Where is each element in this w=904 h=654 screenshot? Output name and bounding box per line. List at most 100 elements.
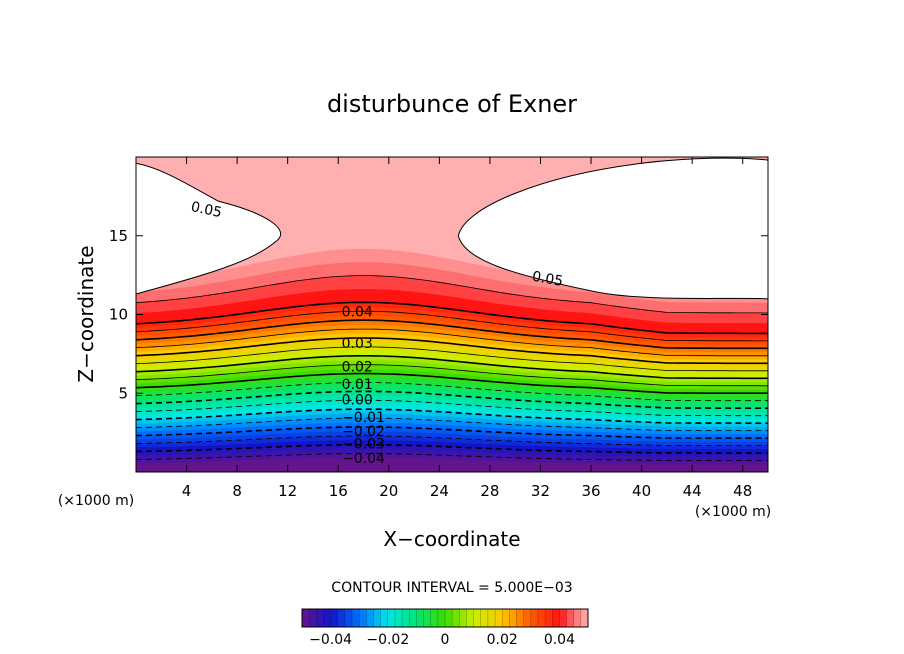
colorbar-cell [552,609,560,627]
colorbar [301,608,589,628]
contour-label: 0.04 [342,304,373,320]
contour-interval-note: CONTOUR INTERVAL = 5.000E−03 [331,580,572,596]
colorbar-cell [530,609,539,627]
x-tick-label: 12 [278,482,297,500]
colorbar-cell [430,609,439,627]
colorbar-cell [309,609,317,627]
contour-line [136,417,768,431]
colorbar-cell [559,609,567,627]
contour-region-left [136,162,282,295]
colorbar-cell [473,609,482,627]
colorbar-tick-label: 0.04 [544,632,575,648]
contour-line [136,453,768,461]
chart-title: disturbunce of Exner [327,90,577,118]
contour-line [136,364,768,387]
colorbar-cell [495,609,503,627]
contour-label: 0.02 [342,359,373,375]
contour-line [136,337,768,365]
x-unit-label-left: (×1000 m) [58,493,134,509]
colorbar-cell [416,609,424,627]
colorbar-cell [459,609,467,627]
colorbar-cell [423,609,431,627]
colorbar-frame [301,608,589,628]
contour-line [136,390,768,409]
y-tick-label: 15 [109,227,128,245]
colorbar-cell [316,609,324,627]
colorbar-cell [545,609,553,627]
x-tick-label: 8 [232,482,242,500]
x-tick-label: 20 [379,482,398,500]
colorbar-cell [380,609,389,627]
colorbar-cell [573,609,582,627]
colorbar-cell [452,609,460,627]
x-tick-label: 24 [430,482,449,500]
contour-line [136,310,768,342]
contour-line [136,435,768,446]
x-tick-label: 28 [480,482,499,500]
contour-labels: 0.050.050.040.030.020.010.00−0.01−0.02−0… [189,199,564,467]
colorbar-cell [580,609,589,627]
colorbar-cell [323,609,331,627]
y-axis: 5 10 15 [109,227,768,402]
colorbar-cell [394,609,403,627]
colorbar-cell [330,609,339,627]
colorbar-cell [387,609,396,627]
contour-line [136,399,768,417]
contour-bands [136,157,768,472]
contour-label: −0.04 [342,451,385,467]
x-unit-label-right: (×1000 m) [695,504,771,520]
colorbar-cell [437,609,446,627]
contour-line [136,426,768,439]
colorbar-cell [344,609,353,627]
colorbar-tick-label: −0.04 [309,632,352,648]
x-tick-label: 48 [733,482,752,500]
colorbar-cell [302,609,310,627]
contour-label: 0.03 [342,336,373,352]
contour-label: −0.02 [342,424,385,440]
colorbar-cell [509,609,517,627]
colorbar-cell [502,609,510,627]
colorbar-cell [487,609,496,627]
contour-label: −0.01 [342,410,385,426]
contour-line [136,301,768,335]
x-axis: 4 8 12 16 20 24 28 32 36 40 44 48 [182,157,752,500]
colorbar-cell [466,609,474,627]
colorbar-cell [352,609,360,627]
colorbar-cell [337,609,346,627]
y-axis-title: Z−coordinate [74,245,98,382]
contour-band [136,458,768,472]
colorbar-tick-label: −0.02 [366,632,409,648]
contour-label: −0.03 [342,437,385,453]
x-tick-label: 16 [329,482,348,500]
contour-label: 0.00 [342,393,373,409]
colorbar-cell [409,609,417,627]
contour-lines [136,157,768,461]
x-tick-label: 40 [632,482,651,500]
contour-label: 0.05 [189,199,223,221]
contour-line [136,328,768,357]
contour-line [136,346,768,372]
contour-line [136,382,768,402]
x-tick-label: 44 [683,482,702,500]
colorbar-cell [523,609,532,627]
x-tick-label: 32 [531,482,550,500]
colorbar-tick-label: 0 [441,632,450,648]
contour-label: 0.05 [531,269,564,290]
colorbar-cell [480,609,489,627]
colorbar-tick-labels: −0.04 −0.02 0 0.02 0.04 [309,632,575,648]
plot-area [136,157,768,472]
x-tick-label: 36 [581,482,600,500]
contour-line [136,275,768,314]
contour-line [136,319,768,350]
x-axis-title: X−coordinate [383,527,520,551]
contour-region-right [457,157,768,300]
colorbar-cell [373,609,381,627]
colorbar-cell [402,609,410,627]
colorbar-cell [516,609,524,627]
contour-line [136,444,768,454]
contour-line [136,408,768,424]
y-tick-label: 5 [118,384,128,402]
contour-label: 0.01 [342,377,373,393]
colorbar-cell [566,609,574,627]
